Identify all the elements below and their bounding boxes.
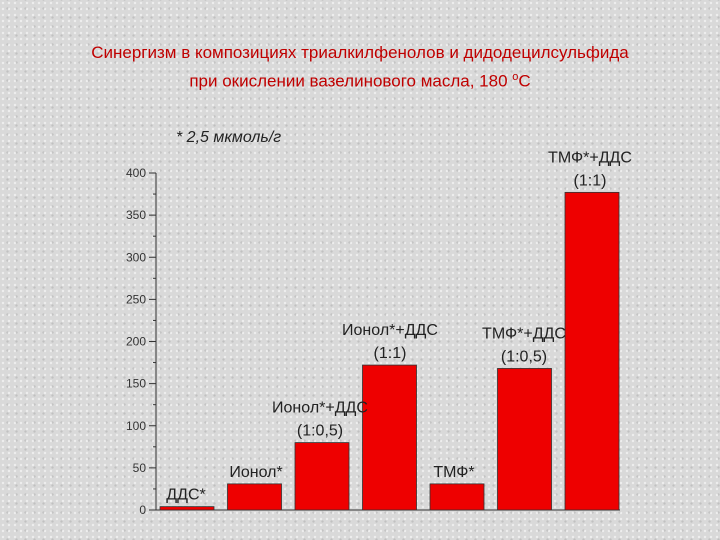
y-tick-label: 0 xyxy=(139,503,146,517)
y-tick-label: 300 xyxy=(126,250,146,264)
bar xyxy=(294,442,350,511)
bar-category-label: ТМФ*+ДДС xyxy=(482,325,566,342)
bar xyxy=(362,364,417,511)
bar-category-label: Ионол* xyxy=(229,464,282,481)
bar-labels: ДДС* Ионол* Ионол*+ДДС (1:0,5) Ионол*+ДДС (1:… xyxy=(166,149,632,503)
bar xyxy=(159,506,215,511)
bar xyxy=(564,191,620,511)
bar-category-label: Ионол*+ДДС xyxy=(342,322,438,339)
chart-title-line2-unit: С xyxy=(518,71,531,91)
y-tick-label: 100 xyxy=(126,419,146,433)
chart-title-degree-sup: о xyxy=(512,71,519,83)
bar-category-label: ТМФ*+ДДС xyxy=(548,149,632,166)
chart-title-line1: Синергизм в композициях триалкилфенолов … xyxy=(91,43,629,62)
bar-category-label: ДДС* xyxy=(166,487,205,504)
bar-category-label: (1:0,5) xyxy=(297,423,343,440)
chart-title-line2-text: при окислении вазелинового масла, 180 xyxy=(189,71,513,91)
bar-category-label: (1:1) xyxy=(574,172,607,189)
y-tick-label: 350 xyxy=(126,208,146,222)
y-tick-label: 50 xyxy=(133,461,147,475)
chart-title-line2: при окислении вазелинового масла, 180 оС xyxy=(0,65,720,94)
bar xyxy=(227,483,282,511)
bars xyxy=(159,191,620,511)
chart-title: Синергизм в композициях триалкилфенолов … xyxy=(0,40,720,94)
bar-category-label: Ионол*+ДДС xyxy=(272,400,368,417)
bar xyxy=(429,483,485,511)
bar-category-label: (1:0,5) xyxy=(501,348,547,365)
y-tick-label: 200 xyxy=(126,335,146,349)
concentration-annotation: * 2,5 мкмоль/г xyxy=(176,129,281,146)
bar-category-label: ТМФ* xyxy=(433,464,474,481)
bar xyxy=(497,368,552,511)
y-tick-label: 400 xyxy=(126,166,146,180)
y-axis: 0 50 100 150 200 250 300 350 400 xyxy=(126,166,620,517)
y-tick-label: 150 xyxy=(126,377,146,391)
bar-category-label: (1:1) xyxy=(374,345,407,362)
y-tick-label: 250 xyxy=(126,292,146,306)
